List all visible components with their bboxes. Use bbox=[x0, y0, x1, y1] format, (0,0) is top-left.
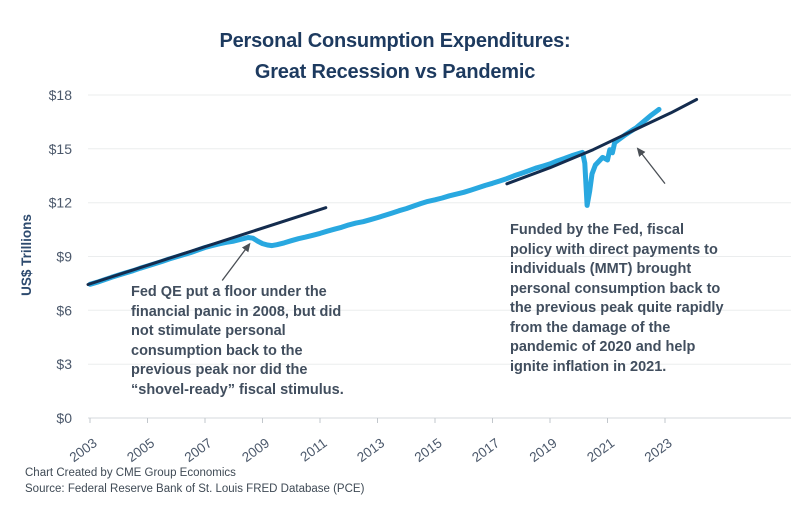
x-tick-label: 2009 bbox=[239, 435, 272, 465]
y-tick-label: $6 bbox=[56, 302, 72, 318]
pre-pandemic-trend-line bbox=[505, 98, 699, 186]
y-tick-label: $3 bbox=[56, 356, 72, 372]
annotation-pandemic: Funded by the Fed, fiscal policy with di… bbox=[510, 222, 724, 375]
y-tick-label: $12 bbox=[49, 195, 73, 211]
x-tick-label: 2011 bbox=[297, 435, 329, 464]
pre-recession-trend-line bbox=[86, 206, 328, 286]
y-tick-label: $18 bbox=[49, 87, 73, 103]
x-tick-label: 2017 bbox=[469, 435, 502, 465]
x-tick-label: 2023 bbox=[642, 435, 675, 465]
recession-arrow bbox=[221, 242, 251, 281]
y-tick-label: $0 bbox=[56, 410, 72, 426]
x-tick-label: 2013 bbox=[354, 435, 387, 465]
x-tick-label: 2015 bbox=[412, 435, 445, 465]
x-tick-label: 2019 bbox=[527, 435, 560, 465]
chart-footer: Chart Created by CME Group Economics Sou… bbox=[25, 465, 364, 497]
x-tick-label: 2003 bbox=[67, 435, 100, 465]
y-tick-label: $9 bbox=[56, 249, 72, 265]
y-axis-title: US$ Trillions bbox=[19, 214, 34, 296]
x-tick-label: 2007 bbox=[182, 435, 215, 465]
footer-credit: Chart Created by CME Group Economics bbox=[25, 467, 236, 479]
y-tick-label: $15 bbox=[49, 141, 73, 157]
footer-source: Source: Federal Reserve Bank of St. Loui… bbox=[25, 483, 365, 495]
x-tick-label: 2021 bbox=[584, 435, 617, 465]
x-tick-label: 2005 bbox=[124, 435, 157, 465]
annotation-recession: Fed QE put a floor under the financial p… bbox=[131, 284, 344, 398]
pandemic-arrow bbox=[636, 147, 666, 184]
chart-title: Personal Consumption Expenditures: Great… bbox=[219, 30, 571, 83]
